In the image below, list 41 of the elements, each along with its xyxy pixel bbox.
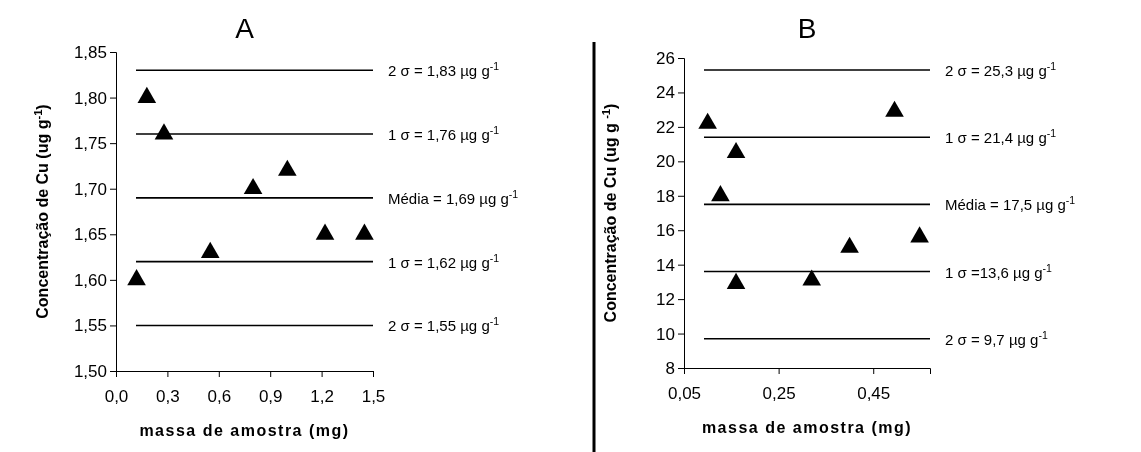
y-tick-label: 24 <box>656 83 675 103</box>
y-tick-label: 8 <box>665 358 675 378</box>
y-tick-label: 1,55 <box>73 316 107 336</box>
x-axis-title: massa de amostra (mg) <box>701 419 913 436</box>
y-tick-label: 12 <box>656 290 675 310</box>
x-tick-label: 0,05 <box>667 384 702 404</box>
ref-line-label: Média = 1,69 µg g$^{-1}$ <box>388 187 519 207</box>
y-tick-label: 10 <box>656 324 675 344</box>
x-axis-title: massa de amostra (mg) <box>139 422 350 439</box>
y-tick-label: 18 <box>656 186 675 206</box>
x-tick-label: 0,45 <box>857 384 891 404</box>
ref-line-label: 2 σ = 1,83 µg g$^{-1}$ <box>388 60 500 80</box>
chart-title: A <box>235 13 255 44</box>
ref-line-label: 2 σ = 1,55 µg g$^{-1}$ <box>388 315 500 335</box>
y-tick-label: 1,50 <box>73 361 107 381</box>
x-tick-label: 0,6 <box>207 387 232 407</box>
x-tick-label: 0,25 <box>762 384 796 404</box>
y-tick-label: 22 <box>656 117 675 137</box>
y-tick-label: 26 <box>656 48 675 68</box>
y-tick-label: 1,60 <box>73 270 107 290</box>
ref-line-label: 1 σ =13,6 µg g$^{-1}$ <box>945 261 1053 281</box>
ref-line-label: 1 σ = 1,76 µg g$^{-1}$ <box>388 124 500 144</box>
x-tick-label: 0,3 <box>156 387 180 407</box>
ref-line-label: 1 σ = 21,4 µg g$^{-1}$ <box>945 127 1057 147</box>
chart-title: B <box>797 13 817 44</box>
y-tick-label: 1,80 <box>73 88 107 108</box>
y-tick-label: 1,70 <box>73 179 107 199</box>
ref-line-label: 2 σ = 9,7 µg g$^{-1}$ <box>945 328 1048 348</box>
x-tick-label: 1,2 <box>310 387 334 407</box>
x-tick-label: 1,5 <box>361 387 386 407</box>
ref-line-label: Média = 17,5 µg g$^{-1}$ <box>945 194 1076 214</box>
y-tick-label: 1,75 <box>73 134 107 154</box>
y-tick-label: 16 <box>656 221 675 241</box>
y-tick-label: 14 <box>656 255 675 275</box>
ref-line-label: 1 σ = 1,62 µg g$^{-1}$ <box>388 251 500 271</box>
x-tick-label: 0,9 <box>258 387 283 407</box>
y-tick-label: 20 <box>656 152 675 172</box>
ref-line-label: 2 σ = 25,3 µg g$^{-1}$ <box>945 60 1057 80</box>
y-tick-label: 1,85 <box>73 42 107 62</box>
y-tick-label: 1,65 <box>73 225 107 245</box>
x-tick-label: 0,0 <box>104 387 129 407</box>
